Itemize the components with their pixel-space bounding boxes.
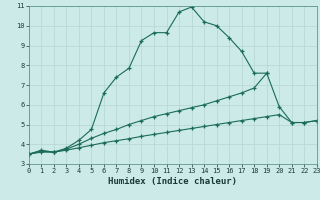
X-axis label: Humidex (Indice chaleur): Humidex (Indice chaleur): [108, 177, 237, 186]
